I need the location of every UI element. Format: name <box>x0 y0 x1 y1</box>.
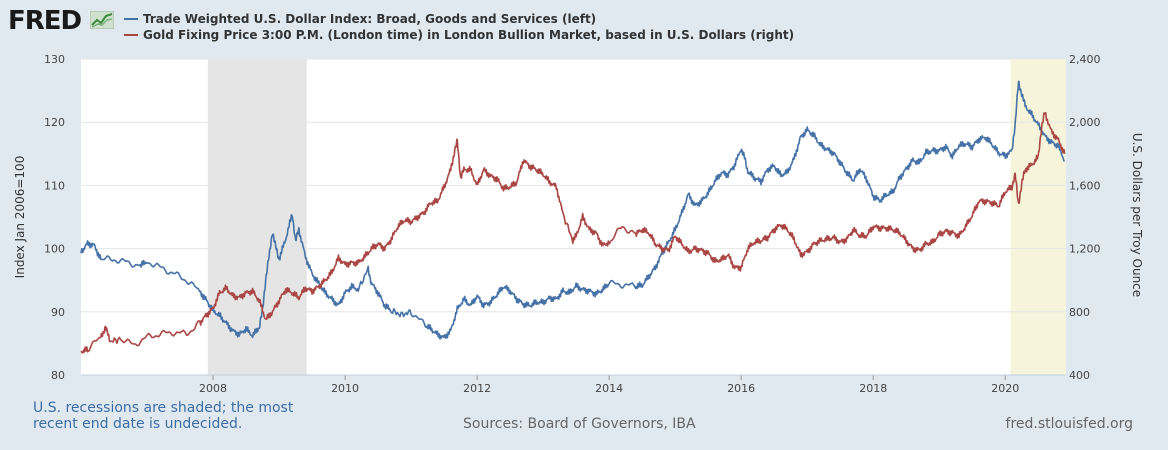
x-tick-label: 2016 <box>727 382 755 395</box>
left-tick-label: 90 <box>51 306 65 319</box>
series-lines <box>80 80 1066 354</box>
legend-label-left: Trade Weighted U.S. Dollar Index: Broad,… <box>143 12 597 26</box>
fred-logo[interactable]: FRED <box>8 6 82 36</box>
left-tick-label: 130 <box>44 53 65 66</box>
left-tick-label: 110 <box>44 179 65 192</box>
site-link[interactable]: fred.stlouisfed.org <box>1005 416 1133 432</box>
dual-axis-line-chart[interactable]: 80 90 100 110 120 130 400 800 1,200 1,600 2,000 2,4… <box>0 0 1168 400</box>
x-tick-label: 2014 <box>595 382 623 395</box>
series-line-left <box>80 80 1065 340</box>
sources-text: Sources: Board of Governors, IBA <box>463 416 696 432</box>
right-axis-title: U.S. Dollars per Troy Ounce <box>1130 133 1144 297</box>
right-tick-label: 800 <box>1069 306 1090 319</box>
right-tick-label: 400 <box>1069 369 1090 382</box>
right-tick-label: 2,400 <box>1069 53 1101 66</box>
legend-label-right: Gold Fixing Price 3:00 P.M. (London time… <box>143 28 795 42</box>
legend-swatch-left <box>124 18 138 20</box>
x-tick-label: 2008 <box>199 382 227 395</box>
fred-chart-icon <box>90 11 114 29</box>
right-tick-label: 2,000 <box>1069 116 1101 129</box>
left-axis-title: Index Jan 2006=100 <box>13 156 27 279</box>
x-tick-label: 2018 <box>859 382 887 395</box>
right-tick-label: 1,200 <box>1069 243 1101 256</box>
right-tick-label: 1,600 <box>1069 179 1101 192</box>
legend-entry-left-series[interactable]: Trade Weighted U.S. Dollar Index: Broad,… <box>124 11 596 27</box>
recession-footnote: U.S. recessions are shaded; the most rec… <box>33 400 294 432</box>
left-tick-label: 80 <box>51 369 65 382</box>
series-line-right <box>80 111 1066 354</box>
left-tick-label: 120 <box>44 116 65 129</box>
axes: 80 90 100 110 120 130 400 800 1,200 1,600 2,000 2,4… <box>44 53 1101 395</box>
legend-entry-right-series[interactable]: Gold Fixing Price 3:00 P.M. (London time… <box>124 27 794 43</box>
x-tick-label: 2020 <box>991 382 1019 395</box>
x-tick-label: 2012 <box>463 382 491 395</box>
left-tick-label: 100 <box>44 243 65 256</box>
fred-logo-text: FRED <box>8 6 82 36</box>
gridlines <box>81 58 1066 313</box>
recession-band-1 <box>1010 59 1066 375</box>
x-tick-label: 2010 <box>331 382 359 395</box>
legend-swatch-right <box>124 34 138 36</box>
